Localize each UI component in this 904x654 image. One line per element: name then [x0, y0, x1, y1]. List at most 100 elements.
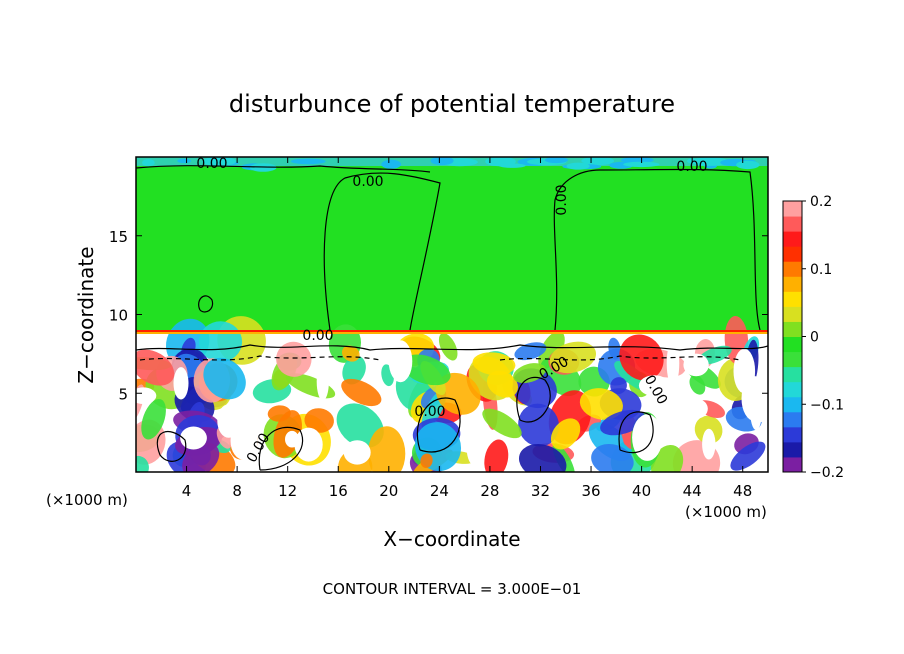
field-void: [343, 440, 371, 465]
contour-label: 0.00: [414, 404, 445, 420]
field-blob: [620, 157, 654, 164]
field-void: [702, 428, 716, 460]
x-tick-label: 12: [278, 482, 297, 500]
contour-line-dashed: [499, 355, 741, 361]
field-blob: [566, 162, 590, 170]
field-blob: [136, 455, 149, 472]
field-blob: [472, 352, 516, 376]
field-void: [173, 367, 189, 400]
field-void: [316, 362, 329, 401]
field-blob: [544, 157, 569, 164]
field-void: [733, 348, 756, 394]
x-tick-label: 20: [379, 482, 398, 500]
field-blob: [304, 408, 334, 433]
field-blob: [420, 453, 433, 468]
field-blob: [736, 160, 760, 170]
x-tick-label: 4: [182, 482, 192, 500]
field-void: [666, 340, 680, 387]
field-blob: [651, 444, 684, 472]
field-blob: [482, 408, 522, 439]
colorbar-cells: [783, 201, 802, 473]
y-tick-label: 10: [109, 307, 128, 325]
colorbar-tick-label: 0: [810, 330, 819, 346]
field-void: [688, 399, 708, 419]
colorbar-cell: [783, 246, 802, 262]
x-tick-label: 28: [480, 482, 499, 500]
colorbar-ticks: 0.2 0.1 0 −0.1 −0.2: [802, 194, 844, 481]
contour-label: 0.00: [302, 328, 333, 344]
colorbar-cell: [783, 456, 802, 473]
field-blob: [623, 161, 660, 168]
field-blob: [182, 442, 220, 472]
contour-line: [516, 376, 551, 423]
contour-label: 0.00: [352, 174, 383, 190]
temperature-field: [136, 157, 768, 472]
x-axis: 4 8 12 16 20 24 28 32 36 40 44 48: [182, 157, 752, 500]
colorbar-cell: [783, 351, 802, 368]
field-blob: [267, 405, 291, 422]
inversion-line-orange: [136, 332, 768, 334]
field-blob: [687, 158, 699, 164]
field-blob: [381, 159, 402, 169]
field-blob: [485, 157, 516, 167]
colorbar-cell: [783, 426, 802, 443]
contour-label: 0.00: [196, 156, 227, 172]
y-axis-label: Z−coordinate: [74, 246, 98, 383]
colorbar-cell: [783, 336, 802, 353]
field-blob: [581, 157, 615, 166]
field-void: [638, 375, 670, 396]
y-tick-label: 15: [109, 228, 128, 246]
colorbar-tick-label: −0.2: [810, 465, 844, 481]
x-tick-label: 16: [329, 482, 348, 500]
field-void: [749, 386, 763, 431]
colorbar-cell: [783, 441, 802, 458]
plot-area: [136, 157, 768, 472]
contour-interval-note: CONTOUR INTERVAL = 3.000E−01: [323, 580, 582, 598]
field-blob: [690, 157, 729, 166]
colorbar-cell: [783, 261, 802, 277]
colorbar-cell: [783, 231, 802, 247]
field-blob: [438, 333, 458, 361]
field-blob: [136, 349, 175, 386]
field-blob: [730, 441, 766, 471]
field-blob: [591, 444, 634, 472]
contour-line: [323, 172, 441, 331]
x-tick-label: 48: [733, 482, 752, 500]
contour-line: [136, 344, 768, 351]
field-void: [632, 414, 663, 461]
field-blob: [689, 374, 706, 395]
x-tick-label: 32: [531, 482, 550, 500]
x-tick-label: 40: [632, 482, 651, 500]
colorbar-cell: [783, 291, 802, 307]
x-tick-label: 8: [232, 482, 242, 500]
contour-label: 0.00: [554, 184, 570, 215]
field-blob: [435, 372, 481, 415]
field-blob: [518, 403, 560, 447]
field-blob: [203, 357, 246, 400]
inversion-line-red: [136, 330, 768, 332]
field-blob: [202, 157, 237, 167]
field-blob: [276, 341, 312, 377]
field-blob: [550, 418, 581, 450]
contour-line: [156, 431, 187, 462]
colorbar-cell: [783, 216, 802, 232]
y-tick-label: 5: [118, 385, 128, 403]
field-blob: [549, 341, 597, 374]
field-blob: [401, 354, 451, 386]
field-blob: [142, 159, 155, 167]
field-blob: [177, 158, 192, 164]
x-unit-left: (×1000 m): [46, 491, 128, 509]
upper-stable-layer: [136, 157, 768, 332]
x-tick-label: 24: [430, 482, 449, 500]
field-void: [466, 431, 484, 467]
field-blob: [619, 334, 664, 381]
field-void: [294, 427, 323, 462]
colorbar-cell: [783, 321, 802, 337]
colorbar-cell: [783, 381, 802, 398]
y-axis: 5 10 15: [109, 228, 768, 403]
x-tick-label: 36: [581, 482, 600, 500]
colorbar-tick-label: 0.2: [810, 194, 832, 210]
field-blob: [342, 355, 366, 385]
x-unit-right: (×1000 m): [685, 503, 767, 521]
